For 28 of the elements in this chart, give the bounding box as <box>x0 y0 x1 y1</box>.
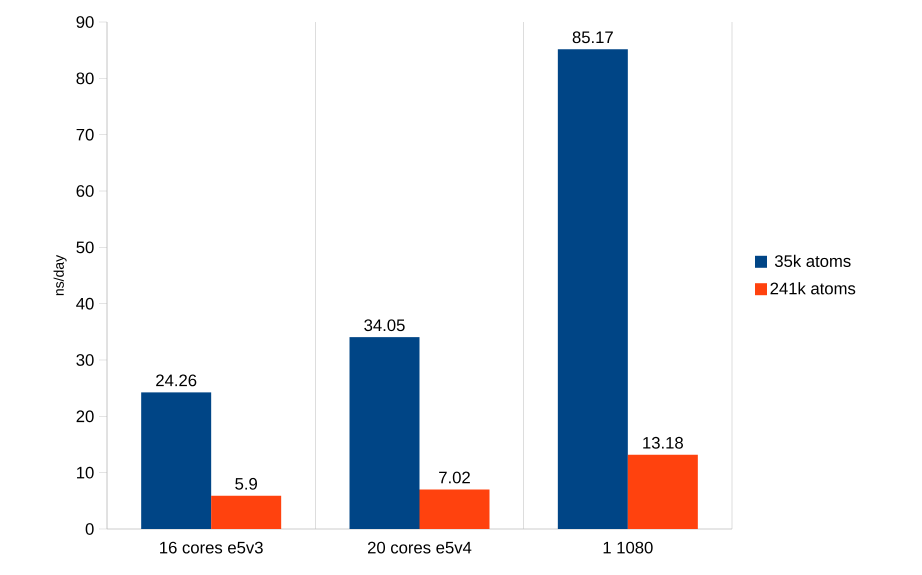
bar <box>628 454 698 529</box>
legend-label: 241k atoms <box>770 282 856 294</box>
x-tick-label: 20 cores e5v4 <box>368 542 472 554</box>
bar <box>211 496 282 529</box>
y-tick-label: 90 <box>76 16 94 28</box>
y-tick-label: 0 <box>86 523 94 535</box>
y-tick-label: 70 <box>76 128 94 141</box>
x-tick-label: 16 cores e5v3 <box>160 542 263 554</box>
bar <box>350 337 420 529</box>
bar <box>558 49 628 529</box>
bar <box>141 392 212 529</box>
y-tick-label: 60 <box>76 185 94 197</box>
data-label: 5.9 <box>235 478 257 490</box>
y-tick-label: 10 <box>77 466 94 479</box>
y-tick-label: 30 <box>76 354 94 366</box>
y-tick-label: 20 <box>76 410 94 422</box>
data-label: 34.05 <box>364 319 405 332</box>
data-label: 24.26 <box>156 374 196 386</box>
data-label: 7.02 <box>439 472 470 484</box>
y-tick-label: 50 <box>76 241 94 254</box>
legend-label: 35k atoms <box>774 254 851 267</box>
x-tick-label: 1 1080 <box>604 542 653 554</box>
data-label: 85.17 <box>572 31 613 44</box>
data-label: 13.18 <box>643 436 683 449</box>
y-axis-title: ns/day <box>54 254 67 296</box>
y-tick-label: 80 <box>76 72 94 84</box>
y-tick-label: 40 <box>76 298 94 310</box>
bar <box>420 489 490 529</box>
